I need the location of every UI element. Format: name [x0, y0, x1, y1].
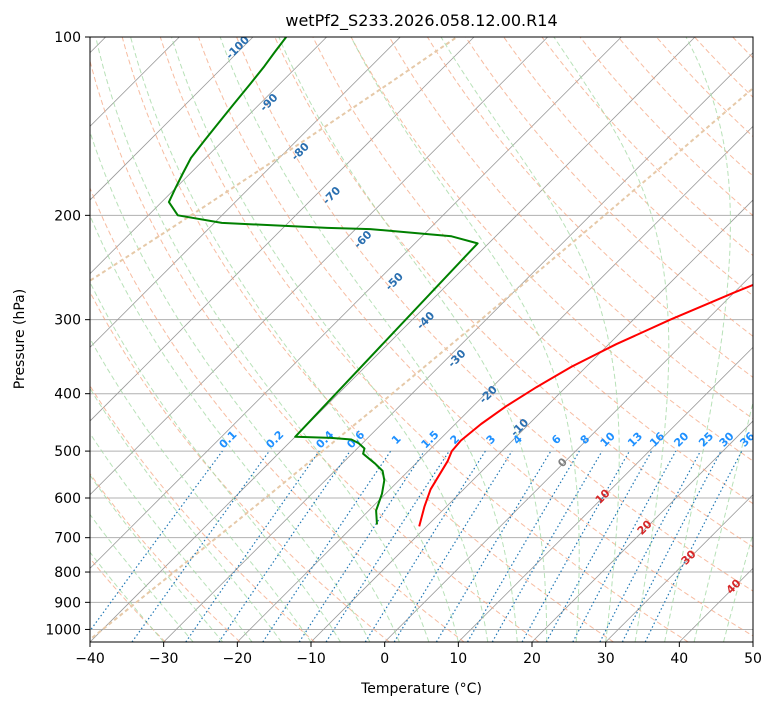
moist-adiabat-line: [90, 337, 312, 642]
isotherm-gridline: [310, 199, 753, 642]
mixing-ratio-line: [185, 450, 320, 642]
mixing-ratio-line: [545, 450, 653, 642]
dry-adiabat-line: [274, 37, 753, 548]
isotherm-gridline: [90, 37, 327, 275]
temperature-profile-line: [418, 283, 753, 527]
isotherm-gridline: [163, 52, 753, 642]
mixing-ratio-line: [393, 450, 513, 642]
moist-adiabat-line: [219, 37, 518, 642]
isotherm-gridline: [458, 346, 753, 642]
moist-adiabat-line: [440, 37, 620, 642]
y-tick-label: 500: [54, 444, 81, 460]
dry-adiabat-line: [465, 37, 753, 337]
moist-adiabat-line: [693, 400, 753, 642]
mixing-ratio-line: [325, 450, 450, 642]
mixing-ratio-line: [572, 450, 677, 642]
moist-adiabat-line: [664, 37, 731, 642]
dry-adiabat-line: [503, 37, 753, 297]
x-tick-label: −20: [223, 651, 253, 667]
moist-adiabat-line: [90, 513, 194, 642]
y-tick-label: 600: [54, 491, 81, 507]
reference-curve: [90, 86, 753, 641]
y-tick-label: 300: [54, 313, 81, 329]
isotherm-gridline: [90, 37, 475, 422]
moist-adiabat-line: [90, 387, 282, 642]
y-tick-label: 400: [54, 387, 81, 403]
y-tick-label: 100: [54, 30, 81, 46]
axes: −40 −30 −20 −10 0 10 20 30 40 50 100 200 300 400 500 60…: [45, 30, 762, 667]
isotherm-gridline: [384, 273, 753, 642]
mixing-ratio-line: [364, 450, 486, 642]
dry-adiabat-line: [312, 37, 753, 505]
x-tick-label: −40: [75, 651, 105, 667]
y-tick-label: 200: [54, 208, 81, 224]
dry-adiabat-line: [350, 37, 753, 462]
x-tick-label: 30: [597, 651, 615, 667]
y-tick-label: 800: [54, 565, 81, 581]
moist-adiabat-line: [90, 432, 253, 642]
isotherm-gridline: [90, 37, 622, 569]
isotherm-gridline: [90, 37, 548, 496]
isotherm-gridline: [531, 420, 753, 642]
isotherm-gridline: [90, 37, 696, 642]
moist-adiabat-line: [90, 474, 223, 642]
x-tick-label: 0: [380, 651, 389, 667]
isotherm-gridline: [605, 494, 753, 642]
y-tick-label: 700: [54, 531, 81, 547]
dry-adiabat-line: [579, 37, 753, 217]
dry-adiabat-line: [90, 59, 540, 642]
plot-frame: [89, 36, 754, 643]
mixing-ratio-line: [131, 450, 270, 642]
mixing-ratio-line: [90, 450, 223, 632]
moist-adiabat-line: [723, 531, 753, 642]
x-tick-label: 10: [449, 651, 467, 667]
isotherm-gridline: [237, 125, 753, 642]
moist-adiabat-line: [90, 130, 400, 642]
reference-curve: [90, 37, 458, 282]
y-tick-label: 900: [54, 595, 81, 611]
mixing-ratio-line: [466, 450, 580, 642]
chart-title: wetPf2_S233.2026.058.12.00.R14: [285, 11, 557, 31]
plot-area: -100-90-80-70-60-50-40-30-20-100.1 0.2 0.4…: [90, 37, 753, 642]
x-tick-label: 50: [744, 651, 762, 667]
x-tick-label: 40: [670, 651, 688, 667]
x-axis-label: Temperature (°C): [360, 681, 482, 697]
dry-adiabat-line: [90, 384, 316, 642]
y-axis-label: Pressure (hPa): [12, 289, 28, 389]
dry-adiabat-line: [121, 37, 614, 642]
x-tick-label: 20: [523, 651, 541, 667]
mixing-ratio-line: [435, 450, 552, 642]
mixing-ratio-line: [491, 450, 603, 642]
dry-adiabat-line: [90, 472, 241, 642]
moist-adiabat-line: [95, 37, 430, 642]
isotherm-gridline: [90, 37, 401, 348]
moist-adiabat-line: [350, 37, 580, 642]
mixing-ratio-line: [218, 450, 351, 642]
dry-adiabat-line: [90, 186, 465, 642]
moist-adiabat-line: [90, 281, 341, 642]
isotherm-gridline: [90, 37, 254, 201]
moist-adiabat-line: [90, 214, 371, 642]
dry-adiabat-line: [426, 37, 753, 378]
dry-adiabat-line: [90, 291, 390, 642]
dry-adiabat-line: [159, 37, 689, 642]
x-tick-label: −10: [296, 651, 326, 667]
dry-adiabat-line: [236, 37, 753, 592]
y-tick-label: 1000: [45, 622, 81, 638]
x-tick-label: −30: [149, 651, 179, 667]
moist-adiabat-line: [130, 37, 459, 642]
moist-adiabat-line: [553, 37, 670, 642]
mixing-ratio-line: [521, 450, 631, 642]
moist-adiabat-line: [278, 37, 548, 642]
dewpoint-profile-line: [167, 37, 479, 525]
moist-adiabat-line: [171, 37, 489, 642]
